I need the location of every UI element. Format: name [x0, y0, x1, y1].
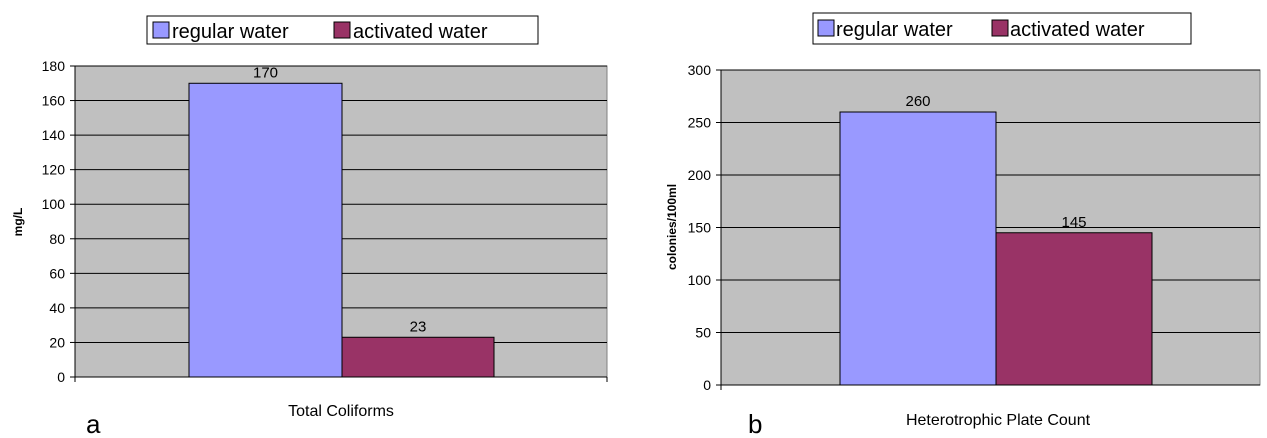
- y-axis-ticks-a: 0 20 40 60 80 100 120 140 160 180: [42, 58, 75, 385]
- y-tick-label: 160: [42, 93, 66, 109]
- bar-regular-water-heterotrophic-plate-count: [839, 111, 997, 386]
- y-tick-label: 200: [688, 167, 712, 183]
- legend-label-regular-water: regular water: [172, 21, 289, 43]
- legend-swatch-activated-water: [333, 21, 351, 39]
- y-tick-label: 300: [688, 62, 712, 78]
- legend-label-activated-water: activated water: [1010, 19, 1145, 41]
- y-tick-label: 180: [42, 58, 66, 74]
- y-tick-label: 40: [49, 300, 65, 316]
- data-label-activated-water: 145: [1061, 214, 1086, 231]
- y-tick-label: 60: [49, 265, 65, 281]
- bar-regular-water-total-coliforms: [188, 82, 343, 378]
- legend-a: regular water activated water: [146, 15, 539, 45]
- data-label-activated-water: 23: [410, 318, 427, 335]
- data-label-regular-water: 170: [253, 64, 278, 81]
- panel-label-b: b: [748, 409, 762, 438]
- y-tick-label: 20: [49, 334, 65, 350]
- y-axis-ticks-b: 0 50 100 150 200 250 300: [688, 62, 721, 393]
- y-tick-label: 80: [49, 231, 65, 247]
- chart-panel-b: regular water activated water 0 50 100 150 2…: [665, 12, 1261, 438]
- legend-swatch-regular-water: [152, 21, 170, 39]
- y-tick-label: 150: [688, 220, 712, 236]
- y-tick-label: 100: [42, 196, 66, 212]
- legend-swatch-regular-water: [817, 19, 835, 37]
- bar-activated-water-heterotrophic-plate-count: [995, 232, 1153, 386]
- legend-swatch-activated-water: [991, 19, 1009, 37]
- y-tick-label: 100: [688, 272, 712, 288]
- y-axis-label-b: colonies/100ml: [665, 184, 679, 270]
- panel-label-a: a: [86, 409, 101, 438]
- legend-label-activated-water: activated water: [353, 21, 488, 43]
- legend-label-regular-water: regular water: [836, 19, 953, 41]
- y-tick-label: 0: [57, 369, 65, 385]
- x-category-label-a: Total Coliforms: [288, 403, 394, 420]
- chart-panel-a: regular water activated water 0 20 40 60 80 1…: [11, 15, 608, 438]
- bar-activated-water-total-coliforms: [341, 336, 495, 378]
- y-axis-label-a: mg/L: [11, 208, 25, 237]
- y-tick-label: 120: [42, 162, 66, 178]
- y-tick-label: 250: [688, 115, 712, 131]
- y-tick-label: 50: [695, 325, 711, 341]
- y-tick-label: 0: [703, 377, 711, 393]
- data-label-regular-water: 260: [905, 93, 930, 110]
- x-category-label-b: Heterotrophic Plate Count: [906, 412, 1091, 429]
- y-tick-label: 140: [42, 127, 66, 143]
- legend-b: regular water activated water: [812, 12, 1192, 45]
